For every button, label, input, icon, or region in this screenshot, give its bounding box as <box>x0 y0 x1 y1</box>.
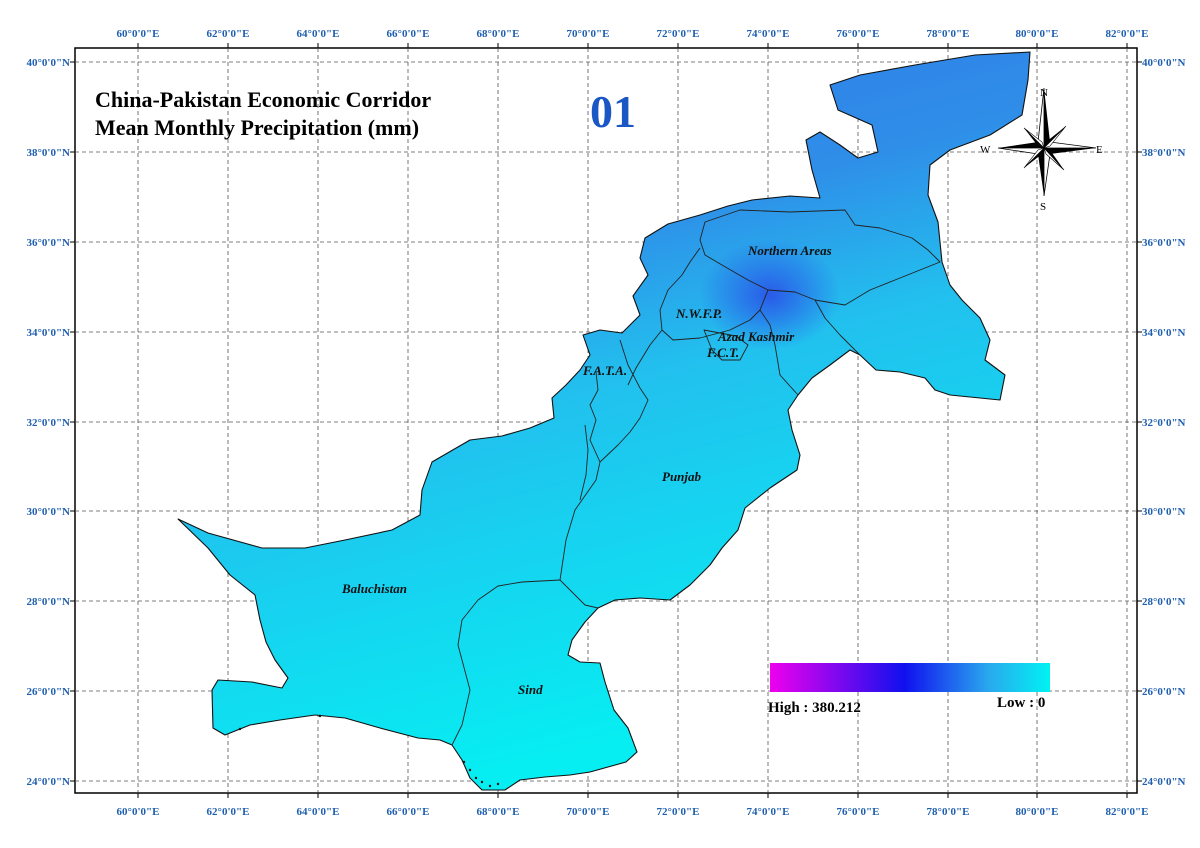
lat-tick-label-left: 40°0'0"N <box>26 57 70 69</box>
lon-tick-label-top: 60°0'0"E <box>117 28 160 40</box>
title-line-1: China-Pakistan Economic Corridor <box>95 87 431 112</box>
lon-tick-label-bottom: 72°0'0"E <box>657 806 700 818</box>
lon-tick-label-top: 72°0'0"E <box>657 28 700 40</box>
lon-tick-label-bottom: 64°0'0"E <box>297 806 340 818</box>
lon-tick-label-bottom: 62°0'0"E <box>207 806 250 818</box>
province-borders <box>451 209 941 746</box>
lon-tick-label-bottom: 60°0'0"E <box>117 806 160 818</box>
region-labels: Northern Areas N.W.F.P. Azad Kashmir F.C… <box>341 243 832 697</box>
lat-tick-label-left: 30°0'0"N <box>26 506 70 518</box>
region-label-fct: F.C.T. <box>706 345 739 360</box>
pakistan-landmass <box>177 51 1031 791</box>
region-label-baluchistan: Baluchistan <box>341 581 407 596</box>
lat-tick-label-right: 40°0'0"N <box>1142 57 1186 69</box>
region-label-fata: F.A.T.A. <box>582 363 627 378</box>
legend-low-label: Low : 0 <box>997 695 1045 711</box>
compass-e: E <box>1096 144 1103 156</box>
lat-tick-label-left: 28°0'0"N <box>26 596 70 608</box>
lon-tick-label-top: 70°0'0"E <box>567 28 610 40</box>
map-title: China-Pakistan Economic Corridor Mean Mo… <box>95 87 431 140</box>
compass-n: N <box>1040 87 1048 99</box>
country-outline <box>177 51 1031 791</box>
lat-tick-label-right: 30°0'0"N <box>1142 506 1186 518</box>
frame-ticks <box>70 43 1142 798</box>
lon-tick-label-bottom: 66°0'0"E <box>387 806 430 818</box>
lat-tick-label-right: 38°0'0"N <box>1142 147 1186 159</box>
compass-w: W <box>980 144 991 156</box>
lat-tick-label-left: 32°0'0"N <box>26 417 70 429</box>
region-label-nwfp: N.W.F.P. <box>675 306 722 321</box>
lon-tick-label-top: 66°0'0"E <box>387 28 430 40</box>
lon-tick-label-bottom: 78°0'0"E <box>927 806 970 818</box>
lon-tick-label-top: 82°0'0"E <box>1106 28 1149 40</box>
axis-tick-labels: 60°0'0"E 60°0'0"E 62°0'0"E 62°0'0"E 64°0'0"E… <box>26 28 1185 818</box>
region-label-punjab: Punjab <box>662 469 702 484</box>
lat-tick-label-left: 34°0'0"N <box>26 327 70 339</box>
lon-tick-label-bottom: 68°0'0"E <box>477 806 520 818</box>
lon-tick-label-top: 76°0'0"E <box>837 28 880 40</box>
precip-wet-core <box>700 240 840 350</box>
title-line-2: Mean Monthly Precipitation (mm) <box>95 115 419 140</box>
north-arrow-icon: N S E W <box>980 87 1103 213</box>
lat-tick-label-right: 34°0'0"N <box>1142 327 1186 339</box>
lon-tick-label-bottom: 76°0'0"E <box>837 806 880 818</box>
region-label-northern-areas: Northern Areas <box>747 243 832 258</box>
month-number: 01 <box>590 86 636 137</box>
legend-high-label: High : 380.212 <box>768 700 861 716</box>
lon-tick-label-top: 62°0'0"E <box>207 28 250 40</box>
lon-tick-label-top: 78°0'0"E <box>927 28 970 40</box>
lon-tick-label-top: 80°0'0"E <box>1016 28 1059 40</box>
lon-tick-label-top: 74°0'0"E <box>747 28 790 40</box>
map-frame <box>74 47 1138 794</box>
lat-tick-label-left: 36°0'0"N <box>26 237 70 249</box>
lat-tick-label-right: 26°0'0"N <box>1142 686 1186 698</box>
precip-legend: High : 380.212 Low : 0 <box>768 663 1050 716</box>
lat-tick-label-right: 32°0'0"N <box>1142 417 1186 429</box>
lat-tick-label-right: 28°0'0"N <box>1142 596 1186 608</box>
lat-tick-label-left: 26°0'0"N <box>26 686 70 698</box>
lon-tick-label-top: 68°0'0"E <box>477 28 520 40</box>
lon-tick-label-bottom: 74°0'0"E <box>747 806 790 818</box>
region-label-sind: Sind <box>518 682 543 697</box>
lon-tick-label-bottom: 82°0'0"E <box>1106 806 1149 818</box>
lon-tick-label-bottom: 70°0'0"E <box>567 806 610 818</box>
lon-tick-label-bottom: 80°0'0"E <box>1016 806 1059 818</box>
lat-tick-label-left: 38°0'0"N <box>26 147 70 159</box>
lat-tick-label-right: 36°0'0"N <box>1142 237 1186 249</box>
region-label-azad-kashmir: Azad Kashmir <box>717 329 795 344</box>
indus-delta <box>238 714 500 788</box>
legend-colorbar <box>770 663 1050 692</box>
lat-tick-label-left: 24°0'0"N <box>26 776 70 788</box>
lon-tick-label-top: 64°0'0"E <box>297 28 340 40</box>
lat-tick-label-right: 24°0'0"N <box>1142 776 1186 788</box>
compass-s: S <box>1040 201 1046 213</box>
